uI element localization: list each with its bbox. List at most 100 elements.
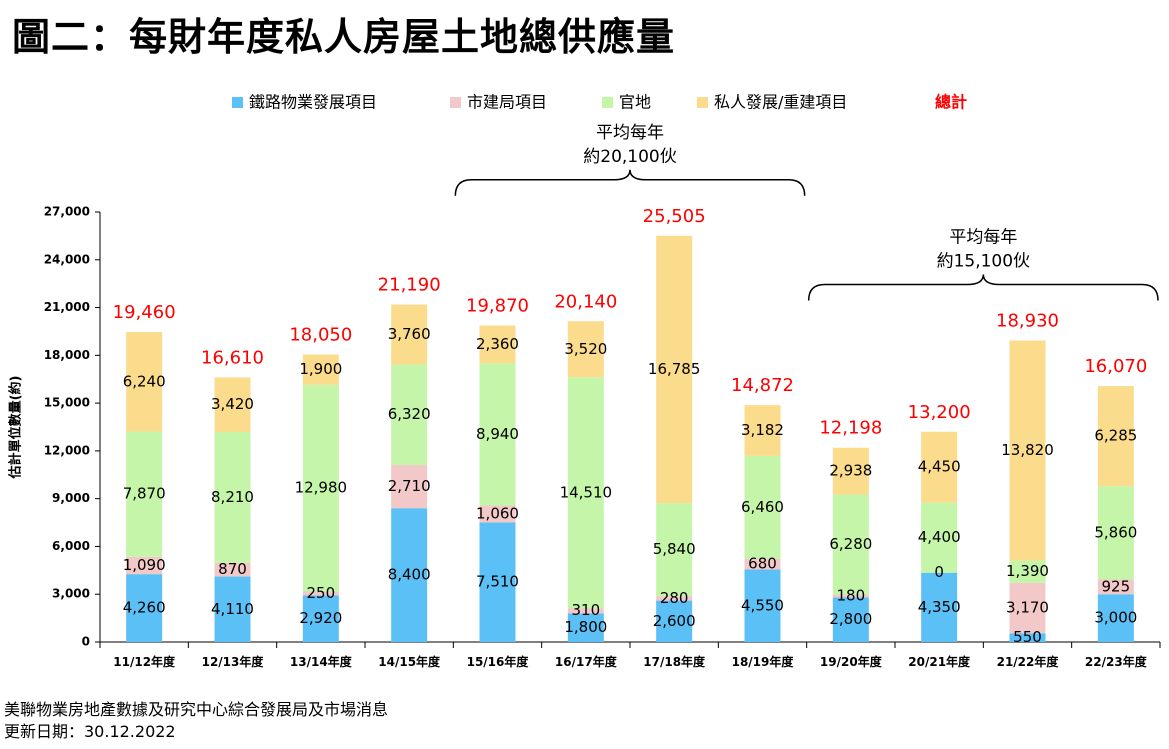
data-label-ura: 925 — [1102, 577, 1131, 595]
legend-swatch-ura — [450, 97, 461, 108]
data-label-private: 2,938 — [829, 462, 872, 480]
y-tick-label: 0 — [82, 635, 90, 649]
data-label-gov: 4,400 — [918, 528, 961, 546]
data-label-rail: 550 — [1013, 628, 1042, 646]
bar-segment-ura — [832, 594, 869, 598]
legend: 鐵路物業發展項目 市建局項目 官地 私人發展/重建項目 總計 — [232, 93, 967, 112]
data-label-ura: 250 — [307, 584, 336, 602]
data-label-private: 3,520 — [564, 340, 607, 358]
y-tick-label: 27,000 — [44, 205, 90, 219]
bar-segment-private — [832, 447, 869, 495]
bar-segment-ura — [1097, 579, 1134, 595]
bar-segment-gov — [656, 503, 693, 597]
total-label: 16,070 — [1084, 356, 1147, 377]
bar-segment-rail — [479, 522, 516, 642]
bar-segment-gov — [302, 384, 339, 592]
bar-segment-gov — [832, 494, 869, 595]
total-label: 20,140 — [554, 291, 617, 312]
bar-segment-gov — [126, 431, 163, 557]
page-title: 圖二：每財年度私人房屋土地總供應量 — [12, 15, 676, 59]
legend-label-ura: 市建局項目 — [467, 93, 547, 112]
data-label-gov: 12,980 — [295, 479, 348, 497]
data-label-gov: 6,460 — [741, 498, 784, 516]
bar-segment-ura — [126, 556, 163, 575]
data-label-rail: 1,800 — [564, 618, 607, 636]
data-label-ura: 0 — [934, 563, 944, 581]
bar-segment-rail — [921, 572, 958, 642]
data-label-private: 2,360 — [476, 335, 519, 353]
data-label-gov: 7,870 — [123, 485, 166, 503]
data-label-ura: 180 — [837, 586, 866, 604]
bar-segment-rail — [391, 508, 428, 642]
bar-segment-gov — [214, 431, 251, 563]
bar-segment-rail — [214, 576, 251, 642]
brace — [807, 274, 1159, 301]
bar-segment-private — [479, 325, 516, 364]
data-label-private: 1,900 — [299, 360, 342, 378]
annotation-line1: 平均每年 — [949, 228, 1017, 248]
data-label-private: 6,240 — [123, 372, 166, 390]
bar-segment-ura — [214, 562, 251, 577]
x-tick-label: 16/17年度 — [555, 654, 618, 669]
update-date: 更新日期：30.12.2022 — [4, 722, 176, 741]
annotation-line2: 約15,100伙 — [937, 252, 1030, 272]
data-label-gov: 6,280 — [829, 535, 872, 553]
total-label: 18,930 — [996, 311, 1059, 332]
bars: 4,260 1,090 7,870 6,240 19,460 4,110 870 8,210 3… — [113, 206, 1148, 646]
x-tick-label: 18/19年度 — [732, 654, 795, 669]
legend-swatch-gov — [602, 97, 613, 108]
axes: 估計單位數量(約) 0 3,000 6,000 9,000 12,000 15,000 18… — [8, 205, 1161, 669]
data-label-ura: 280 — [660, 589, 689, 607]
bar-segment-ura — [302, 591, 339, 596]
bar-segment-rail — [1009, 633, 1046, 642]
bar-segment-gov — [921, 502, 958, 573]
data-label-rail: 2,920 — [299, 609, 342, 627]
bar-segment-rail — [744, 569, 781, 642]
y-tick-label: 15,000 — [44, 396, 90, 410]
bar-segment-gov — [567, 377, 604, 609]
data-label-private: 13,820 — [1001, 441, 1054, 459]
data-label-gov: 8,210 — [211, 488, 254, 506]
y-tick-label: 6,000 — [52, 539, 90, 553]
total-label: 12,198 — [819, 418, 882, 439]
bar-segment-gov — [1097, 486, 1134, 580]
bar-segment-rail — [567, 613, 604, 642]
bar-segment-private — [656, 235, 693, 504]
data-label-gov: 8,940 — [476, 425, 519, 443]
data-label-ura: 310 — [572, 601, 601, 619]
legend-swatch-rail — [232, 97, 243, 108]
total-label: 19,870 — [466, 296, 529, 317]
data-label-private: 3,182 — [741, 421, 784, 439]
x-tick-label: 12/13年度 — [202, 654, 265, 669]
annotation-line2: 約20,100伙 — [583, 147, 676, 167]
bar-segment-rail — [126, 574, 163, 642]
data-label-rail: 4,350 — [918, 598, 961, 616]
data-label-private: 6,285 — [1094, 427, 1137, 445]
x-tick-label: 22/23年度 — [1085, 654, 1148, 669]
total-label: 13,200 — [908, 402, 971, 423]
data-label-rail: 2,800 — [829, 610, 872, 628]
data-label-ura: 1,060 — [476, 504, 519, 522]
bar-segment-private — [391, 304, 428, 365]
y-tick-label: 18,000 — [44, 348, 90, 362]
data-label-gov: 5,860 — [1094, 523, 1137, 541]
brace — [454, 169, 806, 196]
x-tick-label: 20/21年度 — [908, 654, 971, 669]
data-label-ura: 680 — [748, 555, 777, 573]
data-label-gov: 6,320 — [388, 405, 431, 423]
x-tick-label: 15/16年度 — [467, 654, 530, 669]
data-label-gov: 14,510 — [560, 483, 613, 501]
bar-segment-private — [302, 354, 339, 385]
data-label-rail: 7,510 — [476, 573, 519, 591]
data-label-ura: 3,170 — [1006, 598, 1049, 616]
data-label-gov: 1,390 — [1006, 562, 1049, 580]
stacked-bar-chart: 鐵路物業發展項目 市建局項目 官地 私人發展/重建項目 總計 平均每年約20,100伙平… — [8, 93, 1161, 669]
data-label-private: 4,450 — [918, 458, 961, 476]
data-label-rail: 4,110 — [211, 600, 254, 618]
source-note: 美聯物業房地產數據及研究中心綜合發展局及市場消息 — [4, 700, 389, 719]
bar-segment-private — [567, 321, 604, 378]
data-label-ura: 1,090 — [123, 556, 166, 574]
bar-segment-rail — [656, 600, 693, 642]
total-label: 21,190 — [378, 275, 441, 296]
data-label-rail: 4,260 — [123, 599, 166, 617]
